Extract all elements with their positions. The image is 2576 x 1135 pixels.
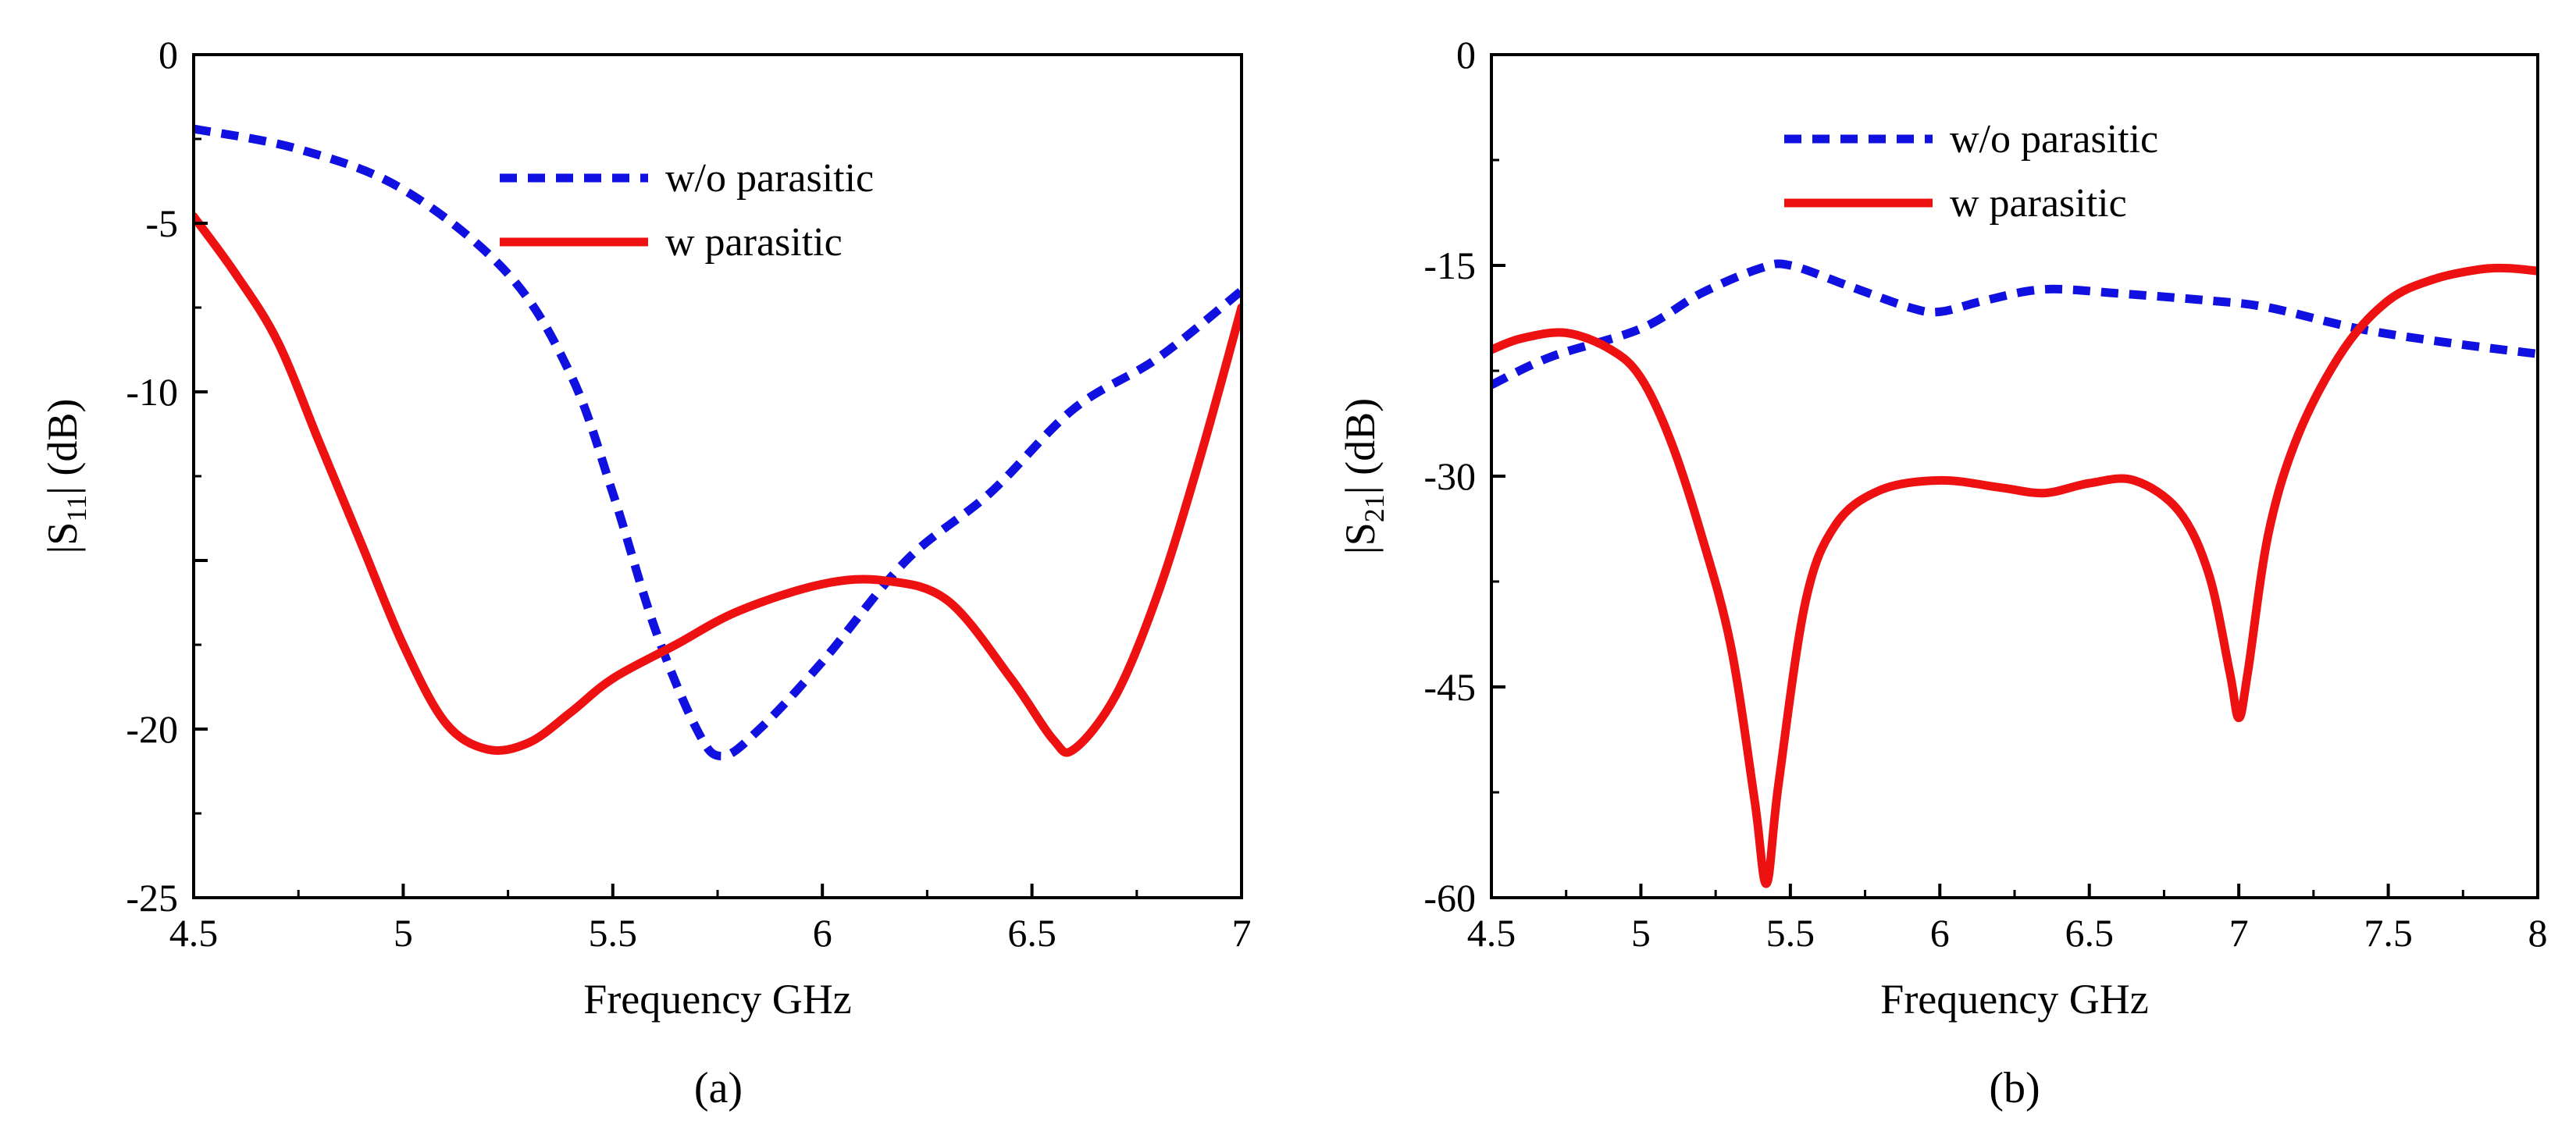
x-tick-label: 5 [394, 911, 413, 955]
panel-caption: (b) [1989, 1064, 2040, 1112]
y-axis-title-suffix: | (dB) [39, 399, 86, 495]
y-axis-title-subscript: 21 [1359, 494, 1390, 522]
legend-label-wo-parasitic: w/o parasitic [1950, 117, 2158, 162]
y-tick-label: -10 [126, 370, 178, 414]
series-line-w-parasitic [194, 212, 1242, 757]
y-tick-label: -20 [126, 707, 178, 751]
x-tick-label: 4.5 [169, 911, 219, 955]
x-tick-label: 7.5 [2364, 911, 2413, 955]
x-tick-label: 5 [1631, 911, 1651, 955]
chart-panel-b: 4.5 5 5.5 6 6.5 7 7.5 8 0 -15 -30 -45 -60 Frequency G… [1337, 33, 2548, 1112]
y-axis-title-subscript: 11 [61, 495, 92, 522]
x-tick-label: 8 [2528, 911, 2548, 955]
legend-label-w-parasitic: w parasitic [1950, 181, 2127, 226]
x-tick-label: 7 [1232, 911, 1252, 955]
y-tick-label: 0 [159, 33, 178, 76]
y-axis-title-prefix: |S [1337, 522, 1384, 554]
series-line-w-parasitic [1491, 263, 2538, 888]
y-tick-label: 0 [1456, 33, 1476, 76]
y-axis-title: |S21| (dB) [1337, 398, 1390, 554]
y-tick-label: -60 [1423, 876, 1476, 920]
legend-label-wo-parasitic: w/o parasitic [665, 156, 874, 201]
x-tick-label: 4.5 [1467, 911, 1516, 955]
y-tick-label: -25 [126, 876, 178, 920]
x-tick-label: 5.5 [589, 911, 638, 955]
y-axis-title: |S11| (dB) [39, 399, 92, 554]
y-axis-title-prefix: |S [39, 522, 86, 554]
y-axis-title-suffix: | (dB) [1337, 398, 1384, 494]
chart-panel-a: 4.5 5 5.5 6 6.5 7 0 -5 -10 -20 -25 Frequency GHz |S1… [39, 33, 1252, 1112]
y-tick-label: -15 [1423, 244, 1476, 287]
legend-label-w-parasitic: w parasitic [665, 220, 843, 265]
series-line-wo-parasitic [1491, 259, 2538, 389]
y-tick-label: -45 [1423, 665, 1476, 709]
y-tick-label: -5 [145, 201, 178, 245]
x-tick-label: 6.5 [2065, 911, 2114, 955]
x-tick-label: 7 [2229, 911, 2249, 955]
y-tick-label: -30 [1423, 454, 1476, 498]
x-tick-label: 6 [1930, 911, 1950, 955]
panel-caption: (a) [694, 1064, 743, 1112]
x-axis-title: Frequency GHz [1880, 976, 2148, 1023]
series-line-wo-parasitic [194, 124, 1242, 761]
x-tick-label: 5.5 [1766, 911, 1815, 955]
x-axis-title: Frequency GHz [583, 976, 851, 1023]
x-tick-label: 6.5 [1007, 911, 1056, 955]
x-tick-label: 6 [813, 911, 832, 955]
